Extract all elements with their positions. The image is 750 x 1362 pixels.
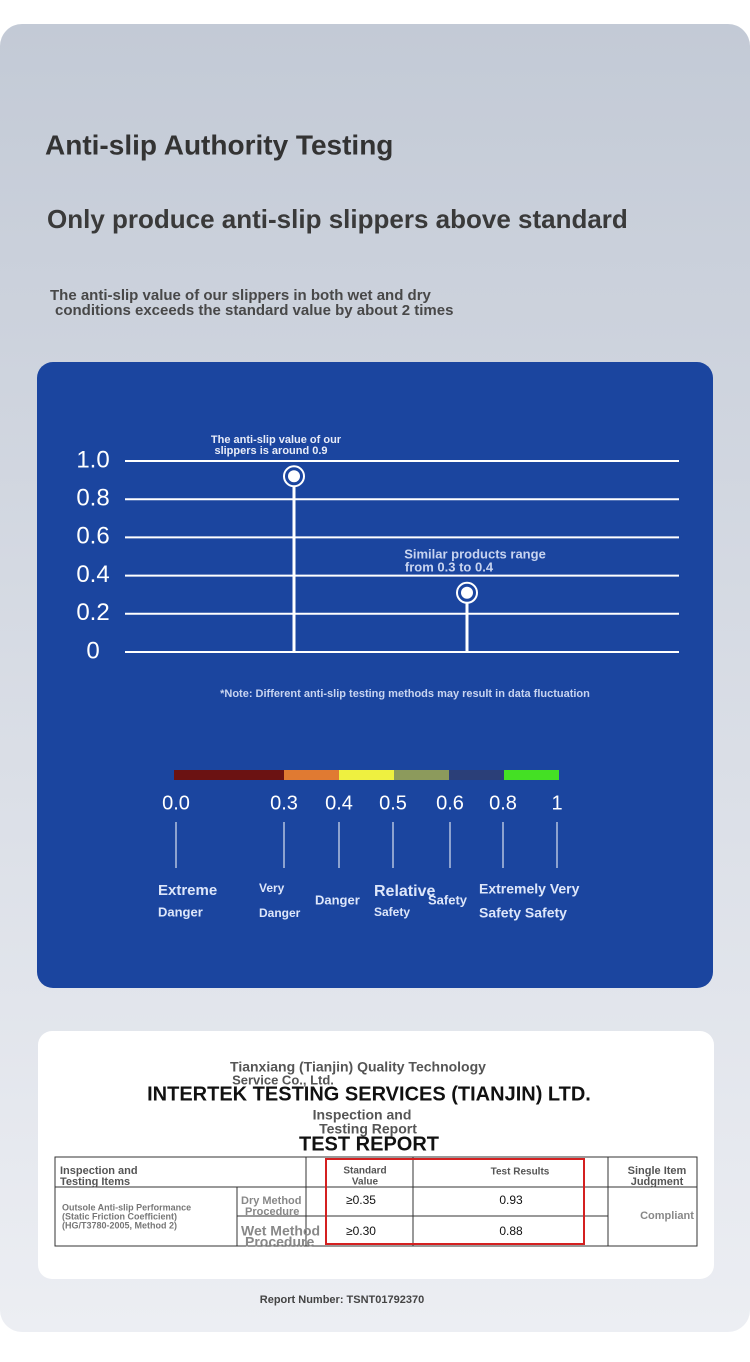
scale-tick-label: 0.4: [325, 792, 353, 814]
scale-tick-label: 0.3: [270, 792, 298, 814]
y-tick-label: 0.6: [76, 523, 109, 550]
y-tick-label: 1.0: [76, 446, 109, 473]
note: *Note: Different anti-slip testing metho…: [220, 688, 590, 700]
table-item: (HG/T3780-2005, Method 2): [62, 1220, 177, 1230]
scale-tick-label: 0.8: [489, 792, 517, 814]
description: The anti-slip value of our slippers in b…: [50, 287, 432, 304]
scale-segment: [339, 770, 394, 780]
scale-label: Relative: [374, 883, 435, 900]
table-result: 0.88: [499, 1224, 523, 1238]
table-method: Dry Method: [241, 1195, 302, 1207]
scale-tick-label: 1: [551, 792, 562, 814]
y-tick-label: 0.4: [76, 561, 109, 588]
lollipop: [456, 581, 478, 652]
report-type: Testing Report: [319, 1121, 417, 1137]
marker-ring: [456, 581, 478, 604]
y-tick-label: 0: [86, 637, 99, 664]
annotation: Similar products range: [404, 546, 546, 561]
table-frame: [54, 1156, 698, 1247]
scale-segment: [174, 770, 284, 780]
marker-ring: [283, 465, 305, 488]
report-table: [54, 1156, 698, 1247]
issuer: Tianxiang (Tianjin) Quality Technology: [230, 1059, 486, 1075]
scale-tick-label: 0.0: [162, 792, 190, 814]
table-header: Testing Items: [60, 1176, 130, 1188]
scale-label: Danger: [259, 906, 301, 920]
annotation: slippers is around 0.9: [214, 445, 327, 457]
subtitle: Only produce anti-slip slippers above st…: [47, 204, 628, 234]
title: Anti-slip Authority Testing: [45, 129, 393, 160]
scale-segment: [284, 770, 339, 780]
scale-label: Danger: [315, 892, 360, 907]
annotation: from 0.3 to 0.4: [405, 559, 494, 574]
table-item: (Static Friction Coefficient): [62, 1211, 177, 1221]
scale-label: Very: [259, 881, 285, 895]
y-tick-label: 0.8: [76, 485, 109, 512]
table-header: Value: [352, 1177, 379, 1188]
table-method: Wet Method: [241, 1223, 320, 1239]
scale-label: Safety: [374, 905, 410, 919]
table-standard: ≥0.30: [346, 1224, 376, 1238]
table-header: Inspection and: [60, 1165, 138, 1177]
report-panel: [38, 1031, 714, 1279]
scale-label: Danger: [158, 904, 203, 919]
table-judgment: Compliant: [640, 1210, 694, 1222]
chart-panel: [37, 362, 713, 988]
table-header: Judgment: [631, 1176, 684, 1188]
scale-tick-label: 0.5: [379, 792, 407, 814]
marker-dot: [461, 586, 473, 599]
issuer: Service Co., Ltd.: [232, 1072, 334, 1087]
report-number: Report Number: TSNT01792370: [260, 1294, 424, 1306]
scale-segment: [449, 770, 504, 780]
scale-tick-label: 0.6: [436, 792, 464, 814]
y-tick-label: 0.2: [76, 599, 109, 626]
table-header: Single Item: [628, 1165, 687, 1177]
lollipop: [283, 465, 305, 652]
annotation: The anti-slip value of our: [211, 434, 342, 446]
scale-segment: [504, 770, 559, 780]
table-method: Procedure: [245, 1234, 314, 1250]
table-header: Standard: [343, 1166, 386, 1177]
scale-label: Extremely Very: [479, 881, 580, 897]
marker-dot: [288, 470, 300, 483]
scale-label: Safety Safety: [479, 905, 567, 921]
scale-label: Safety: [428, 892, 468, 907]
table-result: 0.93: [499, 1193, 523, 1207]
table-method: Procedure: [245, 1206, 299, 1218]
report-title: TEST REPORT: [299, 1133, 439, 1155]
scale-label: Extreme: [158, 882, 217, 899]
company: INTERTEK TESTING SERVICES (TIANJIN) LTD.: [147, 1083, 591, 1105]
table-standard: ≥0.35: [346, 1193, 376, 1207]
report-type: Inspection and: [313, 1107, 412, 1123]
scale-segment: [394, 770, 449, 780]
table-header: Test Results: [491, 1167, 550, 1178]
table-item: Outsole Anti-slip Performance: [62, 1202, 191, 1212]
highlight-box: [325, 1158, 585, 1245]
description: conditions exceeds the standard value by…: [55, 302, 453, 319]
